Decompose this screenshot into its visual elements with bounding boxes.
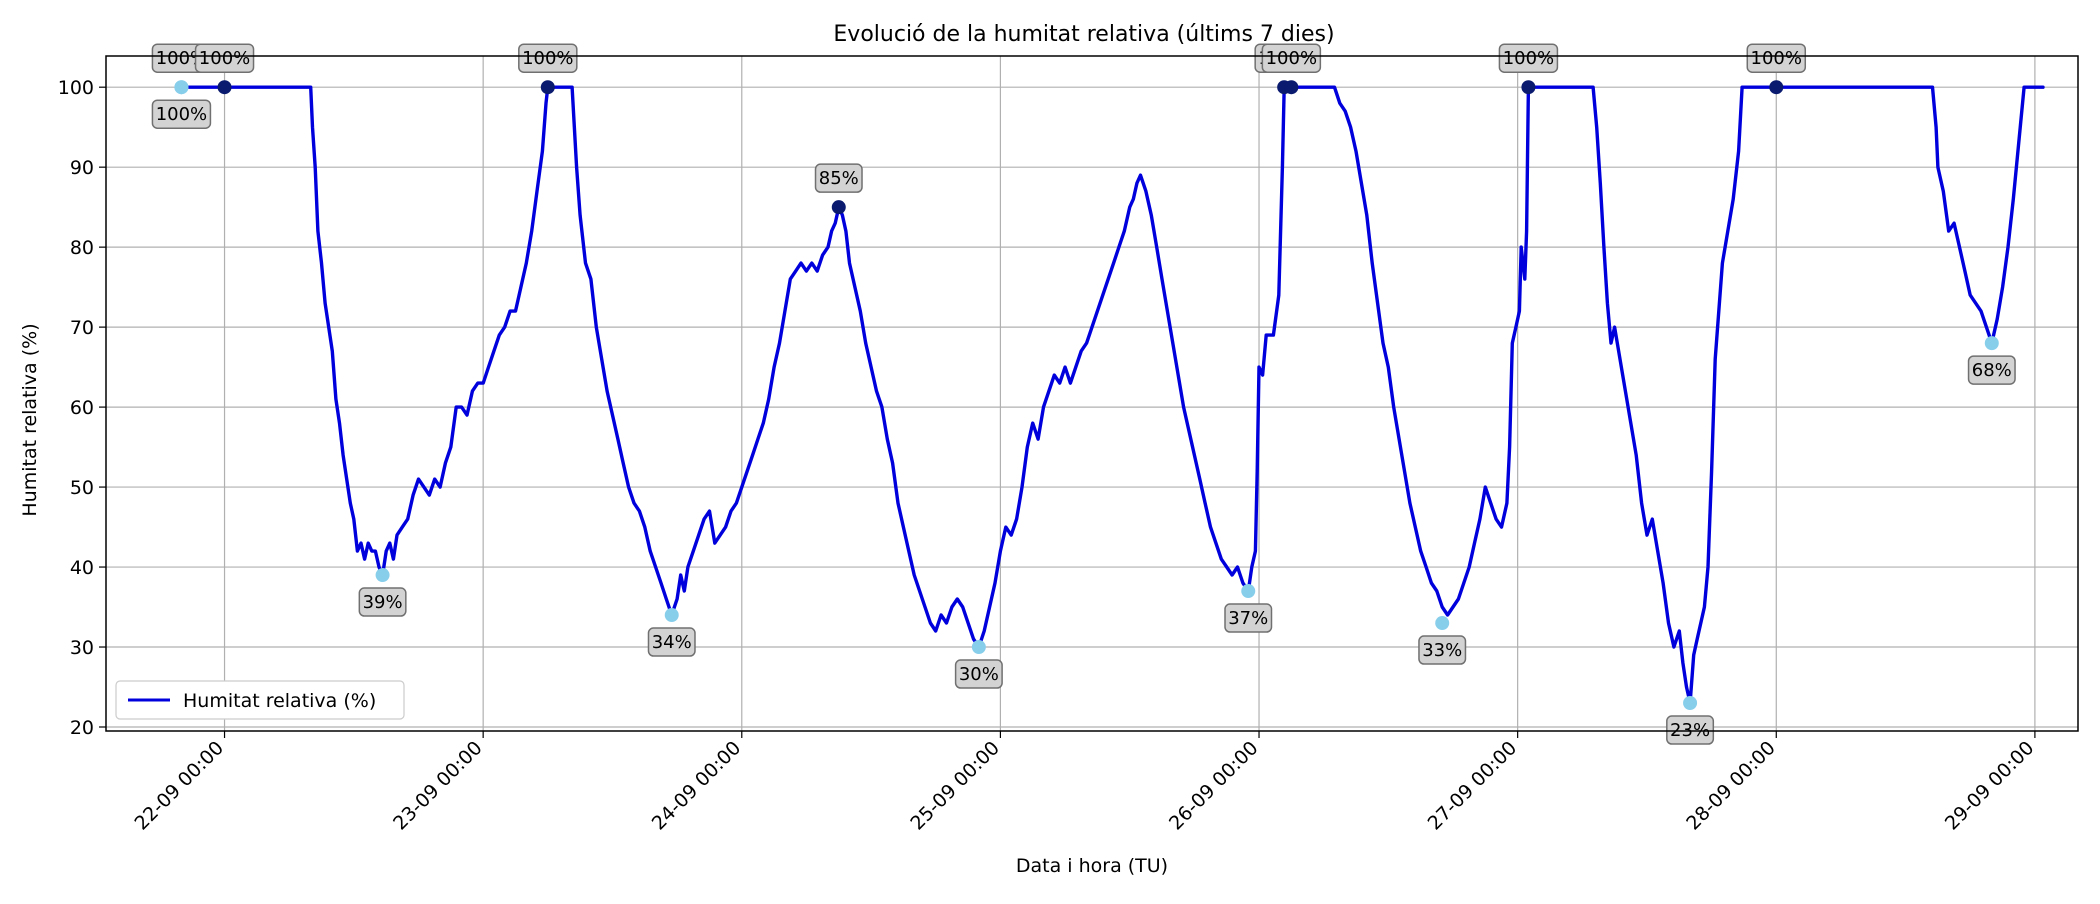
data-label: 85% <box>814 163 863 193</box>
marker-max <box>1521 80 1536 95</box>
data-label: 100% <box>1746 43 1807 73</box>
data-label: 100% <box>518 43 578 73</box>
x-axis: 22-09 00:00 23-09 00:00 24-09 00:00 25-09 0… <box>130 731 2038 835</box>
data-label-text: 100% <box>1266 48 1317 69</box>
data-label-box <box>1261 43 1322 73</box>
marker-max <box>540 80 555 95</box>
chart-title: Evolució de la humitat relativa (últims … <box>833 22 1334 47</box>
data-label: 37% <box>1224 603 1273 633</box>
data-label: 23% <box>1666 715 1715 745</box>
legend-box <box>115 680 405 720</box>
series-layer <box>179 85 2045 705</box>
x-tick-label: 24-09 00:00 <box>648 737 746 835</box>
data-label-box <box>1224 603 1273 633</box>
data-label: 30% <box>954 659 1003 689</box>
marker-min <box>1683 696 1698 711</box>
data-label-box <box>1967 355 2016 385</box>
y-axis: 20 30 40 50 60 70 80 90 100 <box>58 77 106 739</box>
y-tick-label: 20 <box>70 717 94 739</box>
data-label-box <box>194 43 255 73</box>
data-label-text: 100% <box>156 104 207 125</box>
y-tick-label: 80 <box>70 237 94 259</box>
marker-min <box>971 640 986 655</box>
data-label-text: 100% <box>199 48 250 69</box>
marker-min <box>174 80 189 95</box>
data-label-box <box>1418 635 1467 665</box>
data-label-text: 34% <box>652 632 692 653</box>
data-label-text: 68% <box>1972 360 2012 381</box>
data-label-text: 33% <box>1422 640 1462 661</box>
data-label: 33% <box>1418 635 1467 665</box>
data-label-box <box>358 587 407 617</box>
data-label: 100% <box>194 43 255 73</box>
x-tick-label: 23-09 00:00 <box>389 737 487 835</box>
marker-min <box>664 608 679 623</box>
data-label: 34% <box>647 627 696 657</box>
marker-min <box>1241 584 1256 599</box>
data-label: 100% <box>1261 43 1322 73</box>
data-label-text: 100% <box>522 48 573 69</box>
marker-max <box>1284 80 1299 95</box>
data-label-box <box>1746 43 1807 73</box>
legend: Humitat relativa (%) <box>115 680 405 720</box>
y-tick-label: 30 <box>70 637 94 659</box>
y-tick-label: 50 <box>70 477 94 499</box>
plot-frame <box>105 55 2079 732</box>
data-label-text: 100% <box>1503 48 1554 69</box>
data-label-box <box>1666 715 1715 745</box>
data-label-box <box>518 43 578 73</box>
data-label: 68% <box>1967 355 2016 385</box>
y-tick-label: 70 <box>70 317 94 339</box>
data-label-text: 37% <box>1228 608 1268 629</box>
y-tick-label: 90 <box>70 157 94 179</box>
marker-max <box>217 80 232 95</box>
x-tick-label: 29-09 00:00 <box>1941 737 2039 835</box>
marker-min <box>1984 336 1999 351</box>
data-label-box <box>954 659 1003 689</box>
x-tick-label: 22-09 00:00 <box>130 737 228 835</box>
y-tick-label: 100 <box>58 77 94 99</box>
data-label-text: 85% <box>819 168 859 189</box>
annotation-layer: 100%100%100%39%100%34%85%30%37%100%100%3… <box>151 43 2016 745</box>
data-label-box <box>814 163 863 193</box>
data-label: 100% <box>1498 43 1559 73</box>
series-line <box>179 85 2045 705</box>
data-label: 39% <box>358 587 407 617</box>
data-label-text: 100% <box>156 48 207 69</box>
legend-label: Humitat relativa (%) <box>183 690 376 712</box>
x-axis-label: Data i hora (TU) <box>1016 855 1168 877</box>
x-tick-label: 25-09 00:00 <box>906 737 1004 835</box>
data-label: 100% <box>151 99 212 129</box>
data-label-box <box>647 627 696 657</box>
data-label-box <box>151 99 212 129</box>
y-tick-label: 40 <box>70 557 94 579</box>
marker-max <box>831 200 846 215</box>
data-label-text: 39% <box>363 592 403 613</box>
x-tick-label: 27-09 00:00 <box>1424 737 1522 835</box>
x-tick-label: 28-09 00:00 <box>1682 737 1780 835</box>
data-label-text: 30% <box>959 664 999 685</box>
marker-min <box>1435 616 1450 631</box>
y-tick-label: 60 <box>70 397 94 419</box>
x-tick-label: 26-09 00:00 <box>1165 737 1263 835</box>
y-axis-label: Humitat relativa (%) <box>19 323 41 516</box>
marker-max <box>1769 80 1784 95</box>
grid-lines <box>106 56 2078 731</box>
data-label-text: 100% <box>1751 48 1802 69</box>
data-label-box <box>1498 43 1559 73</box>
marker-min <box>375 568 390 583</box>
